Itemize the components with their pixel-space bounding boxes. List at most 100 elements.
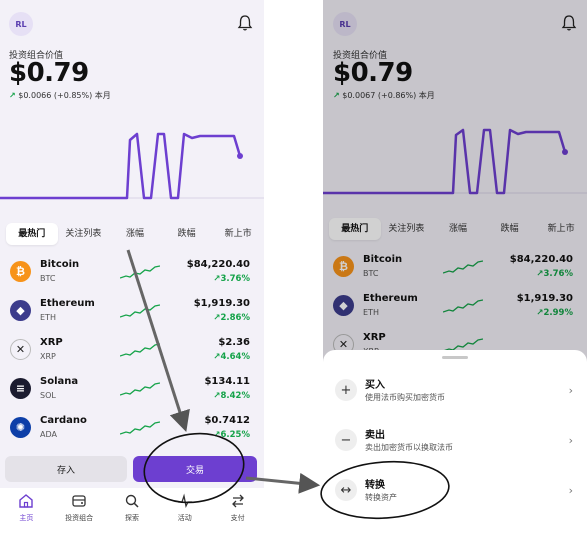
sparkline-chart [120,265,160,279]
tab-losers[interactable]: 跌幅 [177,229,196,239]
sheet-item-convert[interactable]: ↔ 转换 转换资产 › [323,472,587,512]
trade-button[interactable]: 交易 [133,456,257,482]
bottom-nav: 主页 投资组合 探索 活动 支付 [0,488,264,537]
coin-row-eth[interactable]: ◆ Ethereum ETH $1,919.30 ↗2.99% [323,290,587,328]
coin-symbol: ETH [40,313,56,322]
coin-change: ↗3.76% [213,274,250,284]
coin-row-xrp[interactable]: ✕ XRP XRP $2.36 ↗4.64% [0,334,264,372]
coin-change: ↗3.76% [536,269,573,279]
coin-symbol: XRP [40,352,56,361]
plus-icon: + [335,379,357,401]
bell-icon[interactable] [561,14,577,32]
nav-home[interactable]: 主页 [0,488,53,537]
cardano-icon: ✺ [10,417,31,438]
sheet-item-title: 卖出 [365,430,385,441]
ethereum-icon: ◆ [333,295,354,316]
nav-portfolio-label: 投资组合 [65,514,94,522]
tab-losers[interactable]: 跌幅 [500,224,519,234]
sheet-item-desc: 转换资产 [365,493,397,502]
coin-name: XRP [40,337,63,348]
tab-gainers[interactable]: 涨幅 [448,224,467,234]
sparkline-chart [120,304,160,318]
tab-trending[interactable]: 最热门 [329,218,381,240]
nav-activity-label: 活动 [177,514,192,522]
portfolio-change: ↗ $0.0067 (+0.86%) 本月 [333,90,435,101]
market-tabs: 最热门 关注列表 涨幅 跌幅 新上市 [0,222,264,246]
coin-symbol: SOL [40,391,56,400]
nav-explore-label: 探索 [124,514,139,522]
coin-price: $84,220.40 [509,254,573,265]
coin-symbol: BTC [40,274,56,283]
coin-change: ↗2.86% [213,313,250,323]
ethereum-icon: ◆ [10,300,31,321]
tab-watchlist[interactable]: 关注列表 [388,224,425,234]
sheet-item-title: 买入 [365,380,385,391]
portfolio-change-amount: $0.0066 (+0.85%) [18,91,93,100]
avatar[interactable]: RL [9,12,33,36]
home-icon [19,494,34,508]
nav-pay[interactable]: 支付 [211,488,264,537]
tab-watchlist[interactable]: 关注列表 [65,229,102,239]
sheet-item-sell[interactable]: − 卖出 卖出加密货币以换取法币 › [323,422,587,462]
avatar[interactable]: RL [333,12,357,36]
market-tabs: 最热门 关注列表 涨幅 跌幅 新上市 [323,217,587,241]
portfolio-chart [323,128,587,195]
coin-row-sol[interactable]: ≡ Solana SOL $134.11 ↗8.42% [0,373,264,411]
tab-trending[interactable]: 最热门 [6,223,58,245]
sparkline-chart [443,299,483,313]
coin-row-btc[interactable]: ₿ Bitcoin BTC $84,220.40 ↗3.76% [323,251,587,289]
chevron-right-icon: › [568,484,573,497]
nav-portfolio[interactable]: 投资组合 [53,488,106,537]
coin-price: $134.11 [204,376,250,387]
nav-home-label: 主页 [19,514,34,522]
sheet-item-buy[interactable]: + 买入 使用法币购买加密货币 › [323,372,587,412]
coin-change: ↗4.64% [213,352,250,362]
coin-name: XRP [363,332,386,343]
nav-activity[interactable]: 活动 [158,488,211,537]
bell-icon[interactable] [237,14,253,32]
coin-row-eth[interactable]: ◆ Ethereum ETH $1,919.30 ↗2.86% [0,295,264,333]
convert-icon: ↔ [335,479,357,501]
coin-name: Solana [40,376,79,387]
coin-name: Cardano [40,415,87,426]
sparkline-chart [120,382,160,396]
nav-pay-label: 支付 [230,514,245,522]
coin-row-ada[interactable]: ✺ Cardano ADA $0.7412 ↗6.25% [0,412,264,450]
portfolio-change-amount: $0.0067 (+0.86%) [342,91,417,100]
up-arrow-icon: ↗ [333,91,340,100]
coin-price: $0.7412 [204,415,250,426]
portfolio-value: $0.79 [333,58,413,88]
portfolio-value: $0.79 [9,58,89,88]
home-screen: RL 投资组合价值 $0.79 ↗ $0.0066 (+0.85%) 本月 最热… [0,0,264,537]
coin-name: Ethereum [40,298,95,309]
bitcoin-icon: ₿ [10,261,31,282]
tab-gainers[interactable]: 涨幅 [125,229,144,239]
portfolio-label: 投资组合价值 [9,51,64,61]
tab-new-listings[interactable]: 新上市 [224,229,252,239]
portfolio-change-period: 本月 [94,91,111,100]
coin-row-btc[interactable]: ₿ Bitcoin BTC $84,220.40 ↗3.76% [0,256,264,294]
coin-change: ↗8.42% [213,391,250,401]
portfolio-chart-endpoint [562,149,568,155]
coin-name: Bitcoin [40,259,80,270]
portfolio-chart-line [0,132,242,200]
coin-change: ↗2.99% [536,308,573,318]
portfolio-change-period: 本月 [418,91,435,100]
deposit-button[interactable]: 存入 [5,456,127,482]
sheet-item-desc: 卖出加密货币以换取法币 [365,443,453,452]
tab-new-listings[interactable]: 新上市 [547,224,575,234]
sheet-item-desc: 使用法币购买加密货币 [365,393,445,402]
coin-price: $2.36 [218,337,250,348]
transfer-icon [231,494,244,508]
sparkline-chart [120,343,160,357]
nav-explore[interactable]: 探索 [106,488,159,537]
portfolio-chart-line [323,128,567,195]
portfolio-change: ↗ $0.0066 (+0.85%) 本月 [9,90,111,101]
coin-name: Bitcoin [363,254,403,265]
activity-icon [177,493,192,508]
sparkline-chart [443,260,483,274]
sheet-item-title: 转换 [365,480,385,491]
solana-icon: ≡ [10,378,31,399]
portfolio-chart-endpoint [237,153,243,159]
sheet-handle[interactable] [442,356,468,359]
